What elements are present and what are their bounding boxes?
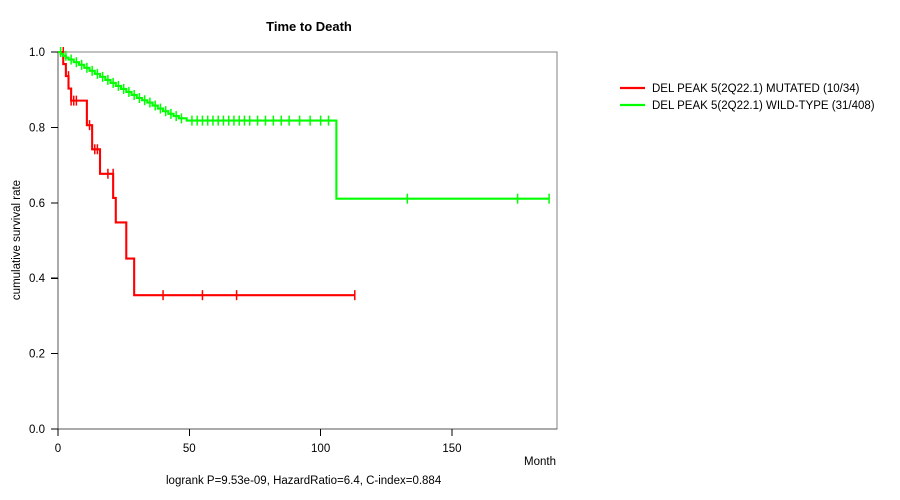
- y-tick-label: 0.4: [29, 273, 46, 285]
- x-axis: 0 50 100 150: [55, 429, 462, 455]
- km-curve-line: [58, 50, 550, 200]
- series-layer: [58, 47, 550, 301]
- y-tick-label: 0.8: [29, 122, 45, 134]
- y-tick-label: 1.0: [29, 47, 45, 59]
- chart-title: Time to Death: [266, 19, 352, 34]
- y-tick-label: 0.0: [29, 424, 45, 436]
- y-tick-label: 0.6: [29, 198, 45, 210]
- x-tick-label: 0: [55, 443, 61, 455]
- x-tick-label: 50: [183, 443, 196, 455]
- x-tick-label: 100: [311, 443, 330, 455]
- y-tick-label: 0.2: [29, 349, 45, 361]
- km-curve-line: [58, 50, 355, 297]
- plot-box: [58, 51, 558, 430]
- stats-subtitle: logrank P=9.53e-09, HazardRatio=6.4, C-i…: [166, 475, 442, 487]
- plot-frame: [57, 51, 558, 430]
- x-axis-title: Month: [524, 456, 556, 468]
- y-axis-title: cumulative survival rate: [11, 180, 23, 300]
- x-tick-label: 150: [442, 443, 461, 455]
- y-axis: 0.0 0.2 0.4 0.6 0.8 1.0: [29, 47, 58, 436]
- legend-label: DEL PEAK 5(2Q22.1) MUTATED (10/34): [652, 83, 860, 95]
- km-series: [58, 47, 356, 301]
- legend-label: DEL PEAK 5(2Q22.1) WILD-TYPE (31/408): [652, 100, 875, 112]
- legend: DEL PEAK 5(2Q22.1) MUTATED (10/34) DEL PE…: [620, 83, 875, 112]
- km-series: [58, 47, 550, 204]
